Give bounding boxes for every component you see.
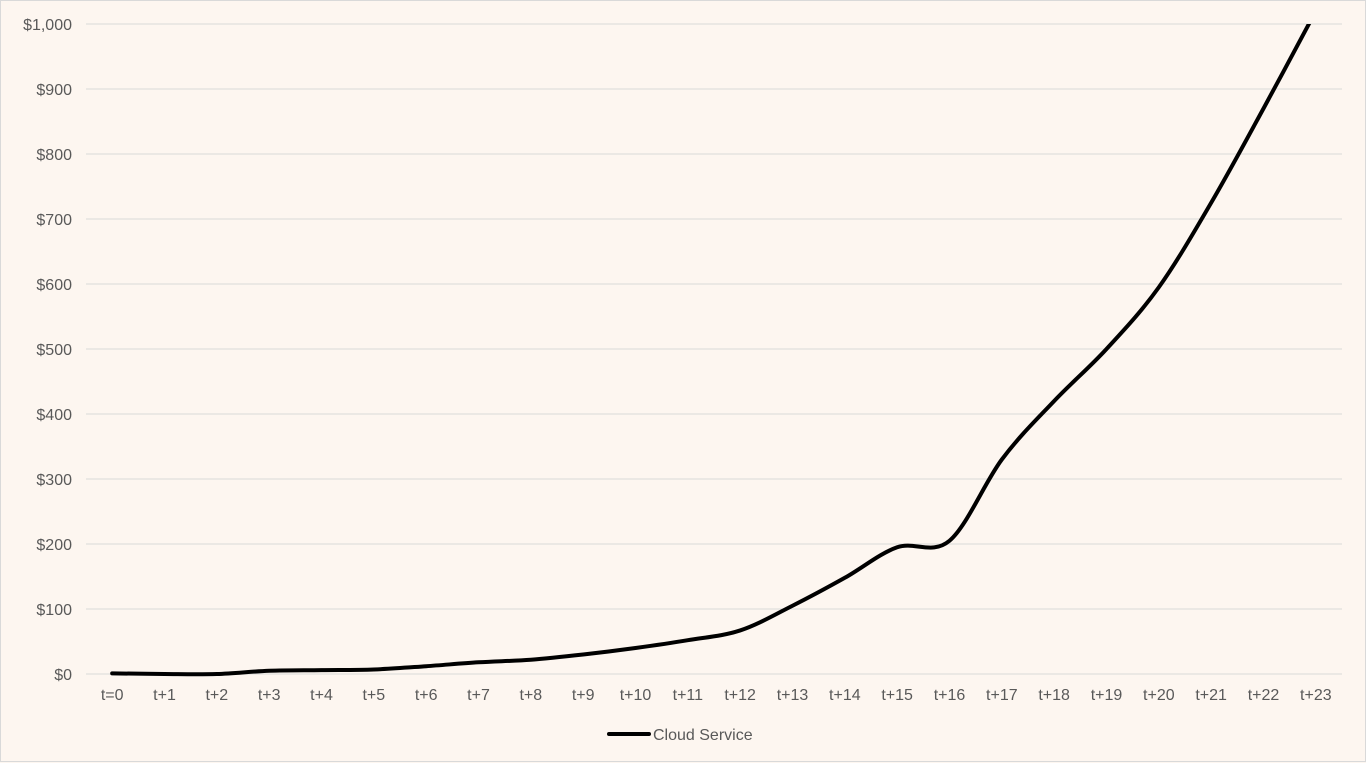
x-tick-label: t+13	[777, 687, 809, 704]
x-tick-label: t+20	[1143, 687, 1175, 704]
x-tick-label: t+15	[881, 687, 913, 704]
x-tick-label: t+10	[620, 687, 652, 704]
y-tick-label: $700	[36, 212, 72, 229]
x-tick-label: t+3	[258, 687, 281, 704]
x-tick-label: t+12	[724, 687, 756, 704]
x-tick-label: t+17	[986, 687, 1018, 704]
x-tick-label: t+4	[310, 687, 333, 704]
x-tick-label: t+6	[415, 687, 438, 704]
x-tick-label: t+14	[829, 687, 861, 704]
x-tick-label: t+21	[1195, 687, 1227, 704]
x-tick-label: t+5	[362, 687, 385, 704]
series-group	[110, 24, 1312, 677]
x-tick-label: t+16	[934, 687, 966, 704]
y-tick-label: $300	[36, 472, 72, 489]
series-line-cloud-service	[110, 24, 1312, 677]
x-tick-label: t+2	[205, 687, 228, 704]
legend-label-cloud-service: Cloud Service	[653, 727, 753, 744]
y-tick-label: $800	[36, 147, 72, 164]
x-tick-label: t+19	[1091, 687, 1123, 704]
gridlines	[86, 23, 1342, 675]
y-tick-label: $0	[54, 667, 72, 684]
y-tick-label: $600	[36, 277, 72, 294]
x-tick-label: t+11	[673, 687, 704, 704]
x-tick-label: t+22	[1248, 687, 1280, 704]
y-tick-label: $1,000	[23, 17, 72, 34]
y-tick-label: $100	[36, 602, 72, 619]
y-tick-label: $400	[36, 407, 72, 424]
x-axis-tick-labels: t=0 t+1 t+2 t+3 t+4 t+5 t+6 t+7 t+8 t+9 t+10 t+11 t+…	[101, 687, 1332, 704]
x-tick-label: t+8	[519, 687, 542, 704]
legend: Cloud Service	[607, 727, 753, 744]
y-tick-label: $500	[36, 342, 72, 359]
y-tick-label: $200	[36, 537, 72, 554]
y-tick-label: $900	[36, 82, 72, 99]
x-tick-label: t+23	[1300, 687, 1332, 704]
x-tick-label: t+1	[153, 687, 176, 704]
x-tick-label: t+18	[1038, 687, 1070, 704]
y-axis-tick-labels: $0 $100 $200 $300 $400 $500 $600 $700 $800 $900 $1…	[23, 17, 72, 684]
x-tick-label: t+7	[467, 687, 490, 704]
x-tick-label: t+9	[572, 687, 595, 704]
x-tick-label: t=0	[101, 687, 124, 704]
